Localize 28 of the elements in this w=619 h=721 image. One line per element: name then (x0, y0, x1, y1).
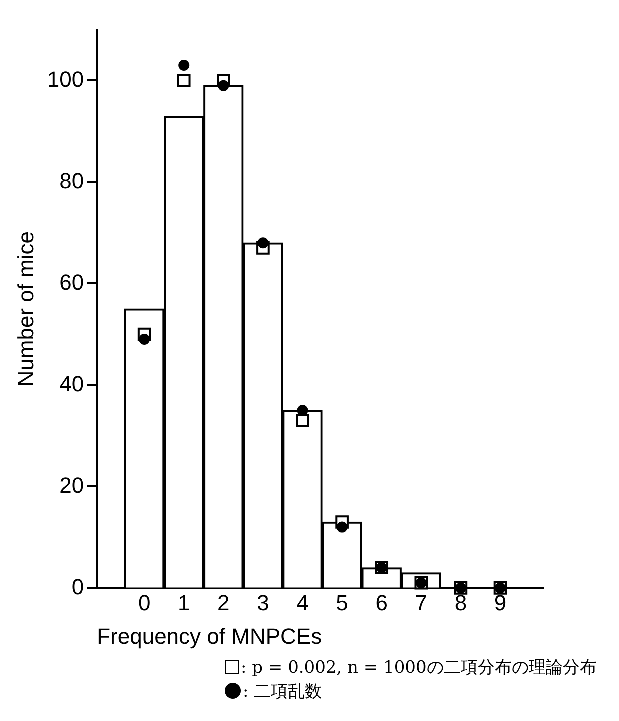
x-tick-label: 9 (494, 590, 507, 616)
point (258, 238, 269, 249)
x-tick-label: 3 (257, 590, 270, 616)
x-tick-label: 0 (138, 590, 151, 616)
y-tick-label: 20 (60, 472, 84, 498)
x-tick-label: 5 (336, 590, 348, 616)
point (178, 60, 190, 72)
y-tick-label: 80 (60, 168, 84, 194)
point (296, 414, 310, 428)
y-tick-label: 0 (72, 574, 84, 600)
point (336, 522, 348, 533)
y-tick-label: 100 (47, 66, 84, 92)
x-tick-label: 1 (178, 590, 190, 616)
x-axis-title: Frequency of MNPCEs (97, 624, 322, 649)
legend-label: : 二項乱数 (243, 680, 322, 702)
x-tick-label: 2 (218, 590, 230, 616)
point (218, 80, 230, 92)
x-tick-label: 4 (296, 590, 309, 616)
legend-label: : p = 0.002, n = 1000の二項分布の理論分布 (241, 656, 597, 678)
y-tick-label: 60 (60, 270, 84, 295)
y-tick-label: 40 (60, 371, 84, 396)
point (177, 74, 191, 88)
x-tick-label: 8 (454, 590, 468, 616)
point (139, 334, 150, 346)
x-tick-label: 6 (376, 590, 388, 616)
x-tick-label: 7 (415, 590, 428, 616)
point (297, 405, 308, 416)
y-axis-title: Number of mice (13, 231, 38, 387)
